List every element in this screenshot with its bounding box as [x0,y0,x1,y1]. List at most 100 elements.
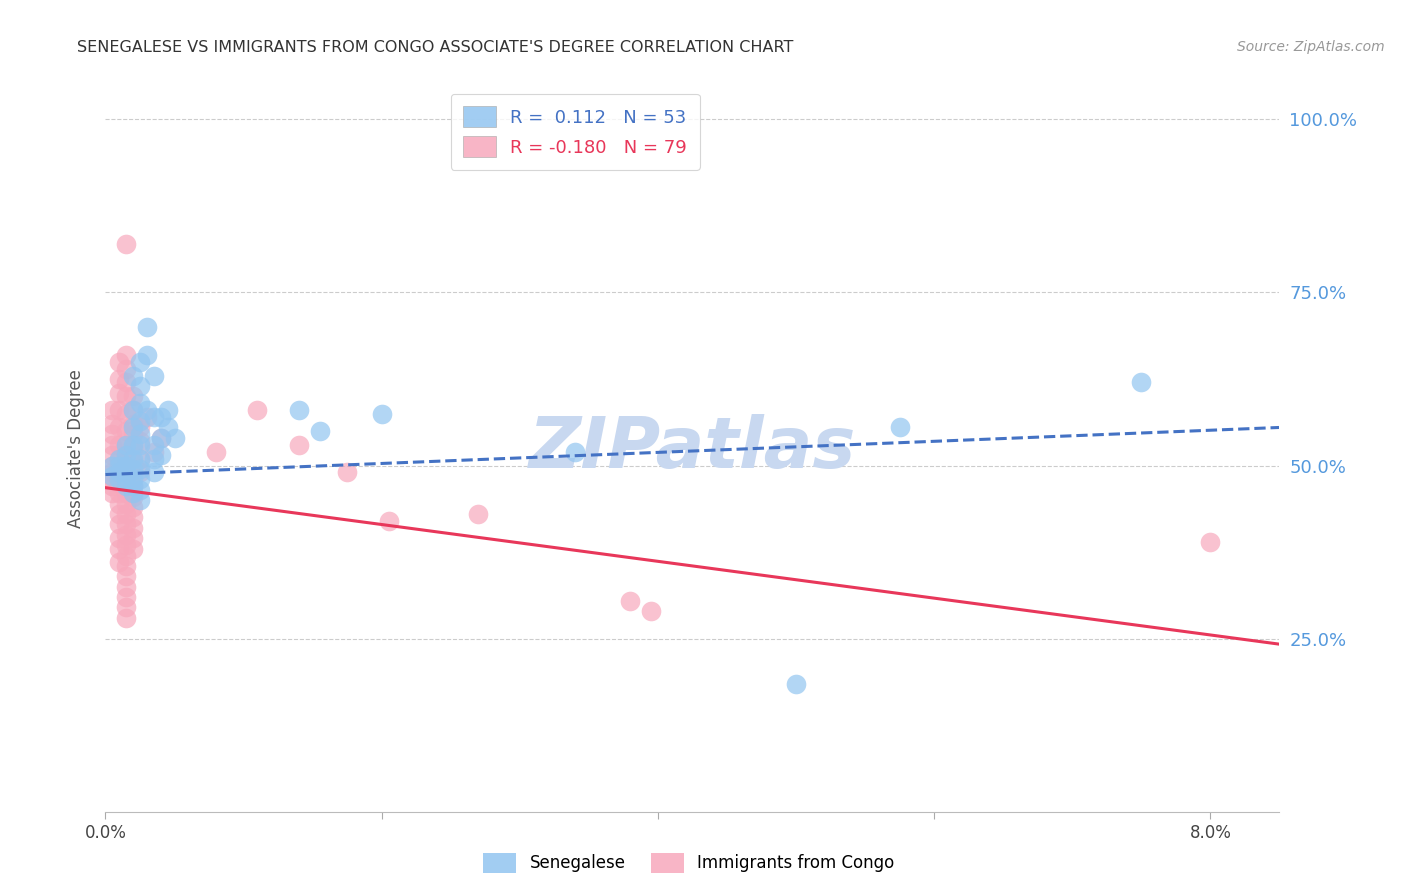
Point [122,479,145,493]
Point [115,389,138,403]
Point [129,427,152,442]
Point [108,451,131,466]
Point [122,403,145,417]
Point [101,479,124,493]
Point [115,479,138,493]
Point [129,483,152,497]
Point [108,403,131,417]
Point [122,490,145,504]
Point [129,451,152,466]
Point [377,514,399,528]
Point [115,507,138,521]
Point [129,434,152,449]
Point [115,451,138,466]
Point [115,438,138,452]
Point [115,600,138,615]
Point [115,486,138,500]
Point [156,403,179,417]
Point [108,497,131,511]
Point [108,372,131,386]
Point [122,417,145,431]
Point [108,531,131,545]
Point [101,466,124,480]
Point [108,486,131,500]
Point [336,466,359,480]
Point [108,541,131,556]
Point [101,472,124,486]
Legend: R =  0.112   N = 53, R = -0.180   N = 79: R = 0.112 N = 53, R = -0.180 N = 79 [450,94,700,169]
Point [115,361,138,376]
Point [467,507,489,521]
Point [115,472,138,486]
Point [370,407,392,421]
Point [129,396,152,410]
Point [122,368,145,383]
Point [115,538,138,552]
Text: SENEGALESE VS IMMIGRANTS FROM CONGO ASSOCIATE'S DEGREE CORRELATION CHART: SENEGALESE VS IMMIGRANTS FROM CONGO ASSO… [77,40,794,55]
Point [108,472,131,486]
Point [108,507,131,521]
Point [142,444,165,458]
Point [115,237,138,252]
Point [122,472,145,486]
Point [115,611,138,625]
Point [122,420,145,434]
Point [122,521,145,535]
Point [142,368,165,383]
Point [108,385,131,400]
Point [115,549,138,563]
Point [108,438,131,452]
Point [135,403,157,417]
Point [108,466,131,480]
Point [101,458,124,473]
Point [108,466,131,480]
Point [115,424,138,438]
Point [108,451,131,466]
Point [115,466,138,480]
Point [142,410,165,425]
Point [122,442,145,455]
Point [101,458,124,473]
Point [889,420,911,434]
Point [122,500,145,514]
Point [101,403,124,417]
Point [101,448,124,462]
Point [129,493,152,508]
Point [142,438,165,452]
Point [115,448,138,462]
Point [149,448,172,462]
Point [640,604,662,618]
Legend: Senegalese, Immigrants from Congo: Senegalese, Immigrants from Congo [477,847,901,880]
Point [122,389,145,403]
Point [115,590,138,604]
Point [115,466,138,480]
Text: ZIPatlas: ZIPatlas [529,414,856,483]
Point [108,517,131,532]
Point [156,420,179,434]
Point [129,438,152,452]
Point [129,413,152,427]
Point [288,438,311,452]
Point [129,420,152,434]
Point [288,403,311,417]
Point [108,475,131,490]
Point [122,438,145,452]
Point [101,469,124,483]
Point [115,348,138,362]
Point [122,479,145,493]
Point [108,458,131,473]
Point [122,427,145,442]
Point [115,497,138,511]
Point [101,427,124,442]
Point [1130,376,1153,390]
Point [308,424,330,438]
Point [115,407,138,421]
Point [122,531,145,545]
Point [122,451,145,466]
Point [108,420,131,434]
Point [122,486,145,500]
Point [129,466,152,480]
Point [205,444,228,458]
Point [129,379,152,393]
Point [122,466,145,480]
